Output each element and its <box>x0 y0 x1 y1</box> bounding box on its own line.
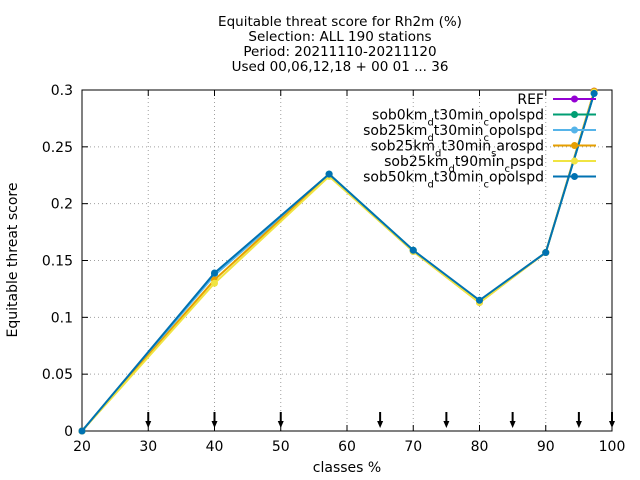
class-marker-arrow <box>145 412 152 428</box>
class-marker-arrow <box>509 412 516 428</box>
legend-marker <box>571 111 578 118</box>
x-tick-label: 50 <box>272 439 290 455</box>
x-tick-label: 60 <box>338 439 356 455</box>
x-tick-label: 70 <box>404 439 422 455</box>
class-marker-arrow <box>277 412 284 428</box>
y-axis-label: Equitable threat score <box>5 183 21 338</box>
series-lines <box>78 87 598 435</box>
grid <box>82 90 612 431</box>
y-tick-label: 0.25 <box>42 140 73 156</box>
legend-marker <box>571 126 578 134</box>
legend-marker <box>571 95 578 103</box>
data-point <box>542 249 550 257</box>
legend-label: sob0kmdt30mincopolspd <box>372 108 544 129</box>
x-tick-label: 40 <box>206 439 224 455</box>
title-line-2: Selection: ALL 190 stations <box>248 29 431 45</box>
legend-entry: REF <box>517 92 596 108</box>
legend-label: sob25kmdt30minsarospd <box>371 139 544 160</box>
y-tick-label: 0.3 <box>51 83 73 99</box>
legend-entry: sob50kmdt30mincopolspd <box>363 170 596 191</box>
x-axis-label: classes % <box>313 460 381 476</box>
legend-label: sob50kmdt30mincopolspd <box>363 170 544 191</box>
title-line-3: Period: 20211110-20211120 <box>243 44 436 60</box>
series-5 <box>78 89 598 435</box>
chart-title: Equitable threat score for Rh2m (%) Sele… <box>218 14 462 75</box>
x-tick-label: 80 <box>471 439 489 455</box>
class-marker-arrow <box>211 412 218 428</box>
data-point <box>476 296 483 304</box>
data-point <box>78 427 86 435</box>
y-tick-label: 0.2 <box>51 197 73 213</box>
legend-label: sob25kmdt90mincpspd <box>384 154 544 175</box>
legend-entry: sob25kmdt30mincopolspd <box>363 123 596 144</box>
legend-marker <box>571 173 578 180</box>
class-markers <box>145 412 615 428</box>
title-line-1: Equitable threat score for Rh2m (%) <box>218 14 462 30</box>
y-tick-label: 0.1 <box>51 310 73 326</box>
legend-entry: sob0kmdt30mincopolspd <box>372 108 596 129</box>
y-axis: 0 0.05 0.1 0.15 0.2 0.25 0.3 <box>42 83 612 440</box>
y-tick-label: 0.15 <box>42 254 73 270</box>
x-tick-label: 20 <box>73 439 91 455</box>
legend-entry: sob25kmdt30minsarospd <box>371 139 596 160</box>
legend-entry: sob25kmdt90mincpspd <box>384 154 596 175</box>
data-point <box>211 279 218 287</box>
y-tick-label: 0.05 <box>42 367 73 383</box>
data-point <box>409 246 417 254</box>
legend: REFsob0kmdt30mincopolspdsob25kmdt30minco… <box>363 92 596 190</box>
class-marker-arrow <box>609 412 615 428</box>
legend-marker <box>571 142 578 149</box>
data-point <box>590 89 598 97</box>
x-tick-label: 100 <box>599 439 626 455</box>
legend-marker <box>571 157 578 165</box>
data-point <box>325 170 333 178</box>
class-marker-arrow <box>377 412 384 428</box>
title-line-4: Used 00,06,12,18 + 00 01 ... 36 <box>232 59 449 75</box>
x-tick-label: 30 <box>139 439 157 455</box>
data-point <box>211 269 218 277</box>
y-tick-label: 0 <box>64 424 73 440</box>
class-marker-arrow <box>443 412 450 428</box>
legend-label: sob25kmdt30mincopolspd <box>363 123 544 144</box>
x-tick-label: 90 <box>537 439 555 455</box>
x-axis: 20 30 40 50 60 70 80 90 100 <box>73 90 625 455</box>
class-marker-arrow <box>575 412 582 428</box>
legend-label: REF <box>517 92 544 108</box>
